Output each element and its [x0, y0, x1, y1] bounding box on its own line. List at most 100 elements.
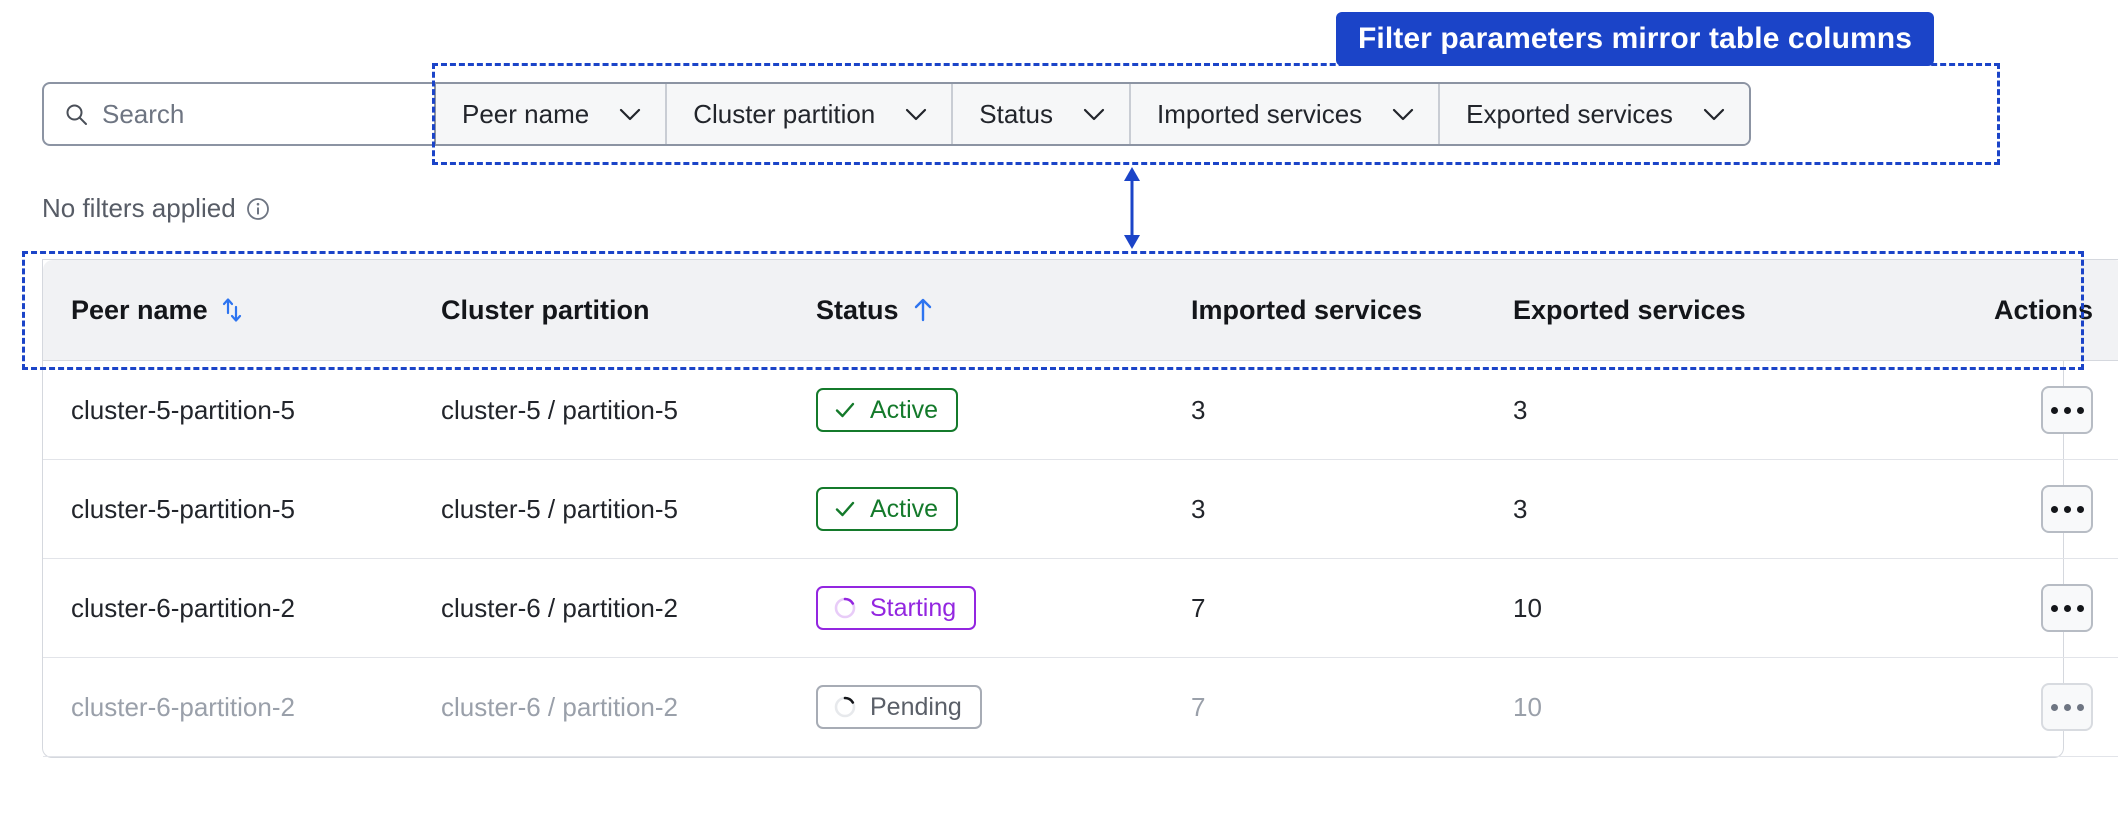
cell-status: Starting	[816, 558, 1191, 658]
cell-peer-name: cluster-5-partition-5	[43, 360, 441, 460]
cell-peer-name: cluster-5-partition-5	[43, 459, 441, 559]
status-badge: Starting	[816, 586, 977, 630]
cell-actions	[1835, 558, 2118, 658]
filter-label: Cluster partition	[693, 98, 876, 129]
table-header-row: Peer name Cluster partition	[43, 259, 2118, 361]
kebab-dot	[2050, 406, 2058, 414]
chevron-down-icon	[906, 108, 927, 120]
check-icon	[835, 402, 855, 418]
status-badge-label: Active	[870, 494, 939, 523]
check-icon	[835, 501, 855, 517]
cell-cluster-partition: cluster-5 / partition-5	[441, 459, 816, 559]
cell-imported-services: 3	[1191, 360, 1513, 460]
cell-imported-services: 7	[1191, 558, 1513, 658]
kebab-dot	[2063, 406, 2071, 414]
column-label: Cluster partition	[441, 294, 650, 325]
table-row[interactable]: cluster-6-partition-2 cluster-6 / partit…	[43, 657, 2118, 757]
column-header-exported-services[interactable]: Exported services	[1513, 259, 1835, 361]
table-row[interactable]: cluster-5-partition-5 cluster-5 / partit…	[43, 360, 2118, 460]
cell-peer-name: cluster-6-partition-2	[43, 657, 441, 757]
cell-status: Pending	[816, 657, 1191, 757]
chevron-down-icon	[1393, 108, 1414, 120]
cell-peer-name: cluster-6-partition-2	[43, 558, 441, 658]
callout-banner-text: Filter parameters mirror table columns	[1358, 22, 1912, 55]
filter-button-status[interactable]: Status	[953, 84, 1131, 144]
filter-button-peer-name[interactable]: Peer name	[436, 84, 668, 144]
cell-actions	[1835, 360, 2118, 460]
cell-cluster-partition: cluster-5 / partition-5	[441, 360, 816, 460]
status-badge: Pending	[816, 685, 982, 729]
kebab-dot	[2076, 505, 2084, 513]
table-row[interactable]: cluster-6-partition-2 cluster-6 / partit…	[43, 558, 2118, 658]
column-label: Peer name	[71, 294, 208, 325]
sort-ascending-icon	[914, 298, 931, 322]
status-badge-label: Starting	[870, 593, 957, 622]
cell-actions	[1835, 459, 2118, 559]
cell-imported-services: 7	[1191, 657, 1513, 757]
table-body: cluster-5-partition-5 cluster-5 / partit…	[43, 360, 2118, 757]
spinner-icon	[834, 597, 856, 619]
cell-exported-services: 10	[1513, 657, 1835, 757]
status-badge-label: Pending	[870, 692, 962, 721]
chevron-down-icon	[620, 108, 641, 120]
status-badge: Active	[816, 487, 959, 531]
filter-button-imported-services[interactable]: Imported services	[1130, 84, 1441, 144]
search-input[interactable]	[102, 98, 434, 130]
filter-label: Status	[979, 98, 1053, 129]
kebab-dot	[2063, 505, 2071, 513]
cell-actions	[1835, 657, 2118, 757]
column-label: Exported services	[1513, 294, 1746, 325]
kebab-dot	[2050, 604, 2058, 612]
cell-cluster-partition: cluster-6 / partition-2	[441, 558, 816, 658]
cell-imported-services: 3	[1191, 459, 1513, 559]
kebab-dot	[2063, 604, 2071, 612]
filter-button-exported-services[interactable]: Exported services	[1440, 84, 1749, 144]
double-headed-vertical-arrow-icon	[1124, 167, 1140, 249]
column-header-actions: Actions	[1835, 259, 2118, 361]
filter-button-group: Peer name Cluster partition Status Impor…	[434, 82, 1751, 146]
cell-exported-services: 10	[1513, 558, 1835, 658]
filter-label: Exported services	[1466, 98, 1673, 129]
column-label: Actions	[1993, 294, 2093, 325]
status-badge-label: Active	[870, 395, 939, 424]
column-header-cluster-partition[interactable]: Cluster partition	[441, 259, 816, 361]
chevron-down-icon	[1703, 108, 1724, 120]
peers-table: Peer name Cluster partition	[43, 259, 2118, 757]
search-box[interactable]	[42, 82, 434, 146]
search-icon	[66, 104, 87, 125]
filter-label: Imported services	[1156, 98, 1363, 129]
kebab-menu-icon[interactable]	[2041, 386, 2093, 434]
spinner-icon	[834, 696, 856, 718]
cell-status: Active	[816, 360, 1191, 460]
callout-banner: Filter parameters mirror table columns	[1336, 12, 1934, 66]
status-badge: Active	[816, 388, 959, 432]
kebab-menu-icon[interactable]	[2041, 683, 2093, 731]
info-icon[interactable]	[246, 197, 270, 221]
filter-status-label: No filters applied	[42, 193, 236, 223]
column-label: Imported services	[1191, 294, 1423, 325]
kebab-menu-icon[interactable]	[2041, 485, 2093, 533]
cell-status: Active	[816, 459, 1191, 559]
column-header-status[interactable]: Status	[816, 259, 1191, 361]
filter-label: Peer name	[462, 98, 590, 129]
kebab-dot	[2050, 505, 2058, 513]
peers-table-card: Peer name Cluster partition	[42, 259, 2118, 758]
cell-exported-services: 3	[1513, 459, 1835, 559]
kebab-menu-icon[interactable]	[2041, 584, 2093, 632]
kebab-dot	[2063, 703, 2071, 711]
cell-cluster-partition: cluster-6 / partition-2	[441, 657, 816, 757]
chevron-down-icon	[1083, 108, 1105, 120]
column-header-imported-services[interactable]: Imported services	[1191, 259, 1513, 361]
table-row[interactable]: cluster-5-partition-5 cluster-5 / partit…	[43, 459, 2118, 559]
table-header: Peer name Cluster partition	[43, 259, 2118, 361]
sort-both-icon	[222, 298, 241, 322]
kebab-dot	[2076, 703, 2084, 711]
cell-exported-services: 3	[1513, 360, 1835, 460]
filter-status-row: No filters applied	[42, 193, 270, 224]
kebab-dot	[2050, 703, 2058, 711]
column-header-peer-name[interactable]: Peer name	[43, 259, 441, 361]
filter-button-cluster-partition[interactable]: Cluster partition	[667, 84, 954, 144]
column-label: Status	[816, 294, 899, 325]
kebab-dot	[2076, 406, 2084, 414]
filter-toolbar: Peer name Cluster partition Status Impor…	[42, 82, 1751, 146]
